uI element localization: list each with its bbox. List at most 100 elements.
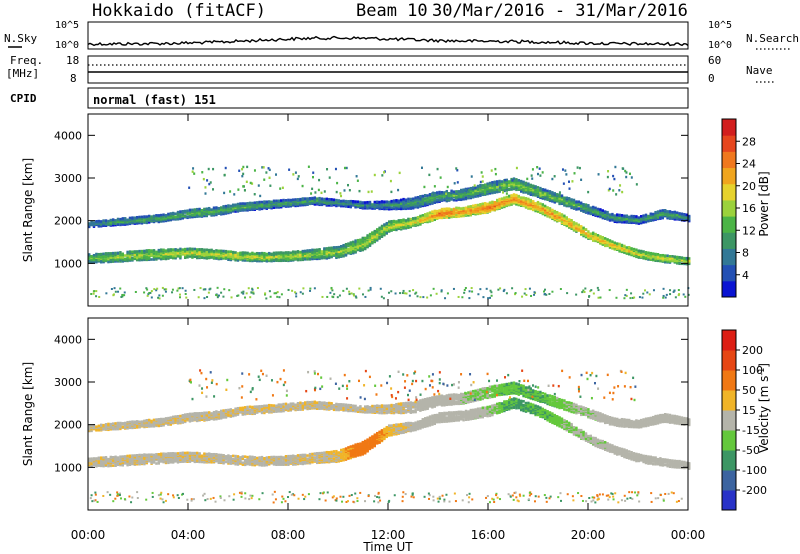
data-cell [174, 253, 177, 256]
data-cell [512, 196, 516, 199]
data-cell [445, 207, 448, 210]
data-cell [392, 199, 396, 202]
data-cell [242, 172, 245, 176]
data-cell [256, 254, 259, 257]
data-cell [361, 201, 364, 204]
data-cell [364, 205, 367, 208]
data-cell [253, 206, 256, 210]
data-cell [606, 216, 609, 219]
data-cell [515, 185, 518, 188]
data-cell [589, 206, 592, 210]
data-cell [234, 210, 237, 213]
data-cell [440, 216, 444, 220]
data-cell [474, 203, 477, 207]
data-cell [544, 191, 547, 195]
data-cell [640, 249, 643, 253]
data-cell [580, 225, 583, 228]
data-cell [171, 291, 174, 294]
data-cell [224, 253, 228, 257]
data-cell [364, 247, 367, 250]
data-cell [455, 211, 458, 215]
data-cell [156, 287, 159, 290]
data-cell [242, 292, 245, 295]
data-cell [599, 239, 602, 243]
data-cell [371, 207, 374, 210]
data-cell [497, 288, 500, 291]
data-cell [469, 189, 472, 193]
data-cell [637, 216, 640, 219]
data-cell [336, 296, 339, 299]
data-cell [620, 216, 624, 219]
nsky-tick-low-right: 10^0 [708, 40, 732, 51]
data-cell [666, 260, 669, 263]
data-cell [199, 287, 202, 290]
data-cell [419, 195, 422, 198]
data-cell [546, 189, 549, 193]
data-cell [349, 248, 352, 252]
data-cell [433, 191, 436, 195]
data-cell [403, 292, 406, 295]
data-cell [452, 287, 455, 290]
data-cell [493, 201, 496, 204]
data-cell [109, 221, 112, 224]
data-cell [244, 296, 247, 299]
data-cell [229, 250, 232, 253]
data-cell [145, 221, 148, 225]
data-cell [523, 292, 526, 295]
data-cell [419, 296, 422, 299]
data-cell [215, 252, 218, 256]
data-cell [548, 292, 551, 295]
data-cell [642, 250, 645, 253]
data-cell [162, 254, 165, 258]
data-cell [145, 249, 148, 252]
data-cell [119, 260, 122, 263]
data-cell [500, 197, 504, 200]
data-cell [604, 237, 607, 240]
data-cell [424, 213, 427, 216]
data-cell [438, 195, 441, 199]
data-cell [88, 225, 91, 229]
data-cell [512, 197, 516, 201]
data-cell [623, 244, 626, 248]
data-cell [155, 214, 158, 217]
data-cell [582, 206, 585, 210]
data-cell [402, 218, 405, 222]
data-cell [565, 221, 568, 225]
data-cell [488, 201, 492, 204]
data-cell [597, 296, 600, 299]
data-cell [383, 230, 386, 234]
data-cell [236, 202, 240, 206]
data-cell [594, 232, 597, 236]
data-cell [138, 249, 141, 253]
data-cell [124, 217, 127, 220]
data-cell [349, 250, 352, 253]
data-cell [95, 220, 98, 223]
data-cell [222, 209, 225, 212]
data-cell [632, 214, 636, 218]
nave-label: Nave [746, 64, 773, 77]
data-cell [444, 297, 447, 300]
data-cell [178, 287, 181, 290]
data-cell [544, 208, 547, 212]
data-cell [133, 250, 136, 253]
data-cell [556, 218, 559, 222]
data-cell [407, 217, 410, 221]
data-cell [606, 212, 609, 216]
data-cell [304, 249, 307, 253]
data-cell [186, 210, 189, 214]
data-cell [164, 252, 168, 255]
data-cell [397, 220, 400, 224]
data-cell [160, 248, 163, 252]
data-cell [644, 289, 647, 292]
data-cell [479, 188, 482, 191]
data-cell [230, 296, 233, 299]
data-cell [311, 196, 314, 200]
data-cell [347, 247, 350, 251]
data-cell [383, 205, 386, 208]
data-cell [560, 220, 564, 224]
data-cell [318, 202, 321, 206]
data-cell [378, 236, 381, 240]
data-cell [119, 252, 122, 256]
data-cell [136, 221, 139, 225]
data-cell [311, 254, 314, 258]
